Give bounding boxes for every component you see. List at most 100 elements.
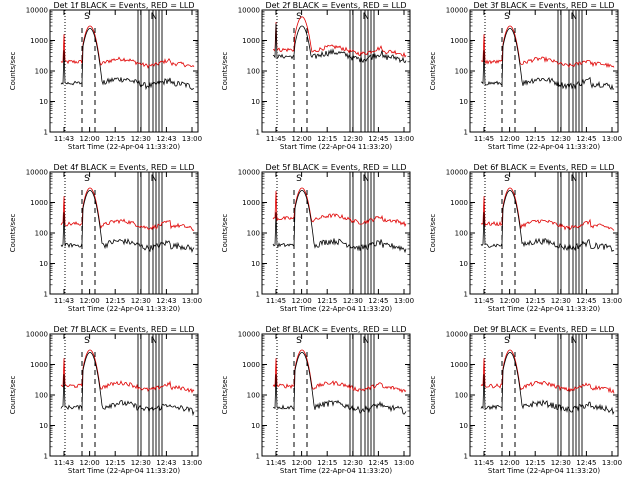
y-tick-label: 10 xyxy=(459,260,468,268)
plot-frame xyxy=(469,333,619,457)
x-tick-label: 12:15 xyxy=(525,135,545,143)
x-tick-label: 12:45 xyxy=(576,297,596,305)
y-tick-label: 1 xyxy=(464,453,468,461)
y-tick-label: 100 xyxy=(35,392,48,400)
chart-title: Det 5f BLACK = Events, RED = LLD xyxy=(265,163,406,172)
annotation-s: S xyxy=(84,174,90,184)
events-series-line xyxy=(272,351,407,415)
chart-panel: Det 9f BLACK = Events, RED = LLD 1 10 100 10… xyxy=(429,325,622,475)
x-tick-label: 12:15 xyxy=(525,297,545,305)
y-tick-label: 10 xyxy=(39,260,48,268)
y-tick-label: 1000 xyxy=(30,37,48,45)
annotation-s: S xyxy=(296,174,302,184)
annotation-n: N xyxy=(363,336,370,346)
y-tick-label: 1000 xyxy=(450,361,468,369)
x-tick-label: 12:00 xyxy=(292,459,312,467)
lld-series-line xyxy=(60,187,195,232)
chart-panel: Det 7f BLACK = Events, RED = LLD 1 10 100 10… xyxy=(9,325,202,475)
events-series-line xyxy=(60,27,195,91)
y-tick-label: 1000 xyxy=(242,37,260,45)
plot-frame xyxy=(261,171,411,295)
annotation-n: N xyxy=(151,174,158,184)
x-axis-label: Start Time (22-Apr-04 11:33:20) xyxy=(280,143,392,151)
x-tick-label: 12:00 xyxy=(80,135,100,143)
annotation-n: N xyxy=(151,12,158,22)
lld-series-line xyxy=(60,25,195,69)
x-tick-label: 12:43 xyxy=(156,297,176,305)
x-tick-label: 11:45 xyxy=(474,297,494,305)
y-axis-label: Counts/sec xyxy=(429,214,437,253)
y-tick-label: 10 xyxy=(39,422,48,430)
annotation-n: N xyxy=(571,174,578,184)
y-tick-label: 1 xyxy=(464,291,468,299)
x-axis-label: Start Time (22-Apr-04 11:33:20) xyxy=(68,305,180,313)
x-axis-label: Start Time (22-Apr-04 11:33:20) xyxy=(280,305,392,313)
x-tick-label: 12:00 xyxy=(80,459,100,467)
y-tick-label: 1000 xyxy=(242,361,260,369)
plot-frame xyxy=(469,171,619,295)
x-tick-label: 12:00 xyxy=(500,135,520,143)
x-tick-label: 12:15 xyxy=(317,135,337,143)
x-tick-label: 12:15 xyxy=(105,459,125,467)
annotation-n: N xyxy=(571,336,578,346)
x-tick-label: 11:45 xyxy=(266,459,286,467)
annotation-s: S xyxy=(84,336,90,346)
chart-panel: Det 8f BLACK = Events, RED = LLD 1 10 100 10… xyxy=(221,325,414,475)
x-tick-label: 11:43 xyxy=(54,459,74,467)
events-series-line xyxy=(480,351,615,416)
x-tick-label: 12:15 xyxy=(525,459,545,467)
x-axis-label: Start Time (22-Apr-04 11:33:20) xyxy=(488,143,600,151)
y-tick-label: 1000 xyxy=(450,199,468,207)
lld-series-line xyxy=(60,349,195,394)
y-tick-label: 100 xyxy=(455,230,468,238)
chart-panel: Det 4f BLACK = Events, RED = LLD 1 10 100 10… xyxy=(9,163,202,313)
y-axis-label: Counts/sec xyxy=(9,52,17,91)
lld-series-line xyxy=(272,187,407,228)
annotation-s: S xyxy=(504,174,510,184)
y-axis-label: Counts/sec xyxy=(221,52,229,91)
x-axis-label: Start Time (22-Apr-04 11:33:20) xyxy=(488,467,600,475)
y-tick-label: 10 xyxy=(251,98,260,106)
x-tick-label: 12:30 xyxy=(551,459,571,467)
x-tick-label: 12:30 xyxy=(343,459,363,467)
events-series-line xyxy=(480,189,615,252)
y-tick-label: 10000 xyxy=(238,7,260,15)
events-series-line xyxy=(60,189,195,253)
x-tick-label: 11:45 xyxy=(266,135,286,143)
x-tick-label: 12:43 xyxy=(156,459,176,467)
annotation-s: S xyxy=(296,336,302,346)
x-tick-label: 12:30 xyxy=(551,135,571,143)
chart-title: Det 4f BLACK = Events, RED = LLD xyxy=(53,163,194,172)
x-tick-label: 12:15 xyxy=(317,297,337,305)
y-axis-label: Counts/sec xyxy=(9,376,17,415)
y-tick-label: 10 xyxy=(251,422,260,430)
chart-panel: Det 5f BLACK = Events, RED = LLD 1 10 100 10… xyxy=(221,163,414,313)
chart-panel: Det 1f BLACK = Events, RED = LLD 1 10 100 10… xyxy=(9,1,202,151)
lld-series-line xyxy=(480,187,615,231)
y-tick-label: 10000 xyxy=(446,331,468,339)
chart-title: Det 3f BLACK = Events, RED = LLD xyxy=(473,1,614,10)
annotation-s: S xyxy=(504,12,510,22)
x-tick-label: 12:30 xyxy=(343,135,363,143)
annotation-n: N xyxy=(151,336,158,346)
chart-title: Det 8f BLACK = Events, RED = LLD xyxy=(265,325,406,334)
x-tick-label: 12:30 xyxy=(131,135,151,143)
annotation-s: S xyxy=(504,336,510,346)
y-tick-label: 100 xyxy=(35,230,48,238)
annotation-n: N xyxy=(363,12,370,22)
y-axis-label: Counts/sec xyxy=(9,214,17,253)
x-tick-label: 13:00 xyxy=(182,297,202,305)
x-tick-label: 12:45 xyxy=(368,459,388,467)
y-tick-label: 1 xyxy=(256,129,260,137)
lld-series-line xyxy=(272,349,407,394)
x-tick-label: 13:00 xyxy=(602,135,622,143)
events-series-line xyxy=(272,23,407,64)
annotation-s: S xyxy=(296,12,302,22)
y-axis-label: Counts/sec xyxy=(221,376,229,415)
annotation-n: N xyxy=(363,174,370,184)
x-tick-label: 12:00 xyxy=(292,135,312,143)
y-tick-label: 1 xyxy=(256,291,260,299)
y-tick-label: 10 xyxy=(251,260,260,268)
x-tick-label: 12:15 xyxy=(105,135,125,143)
